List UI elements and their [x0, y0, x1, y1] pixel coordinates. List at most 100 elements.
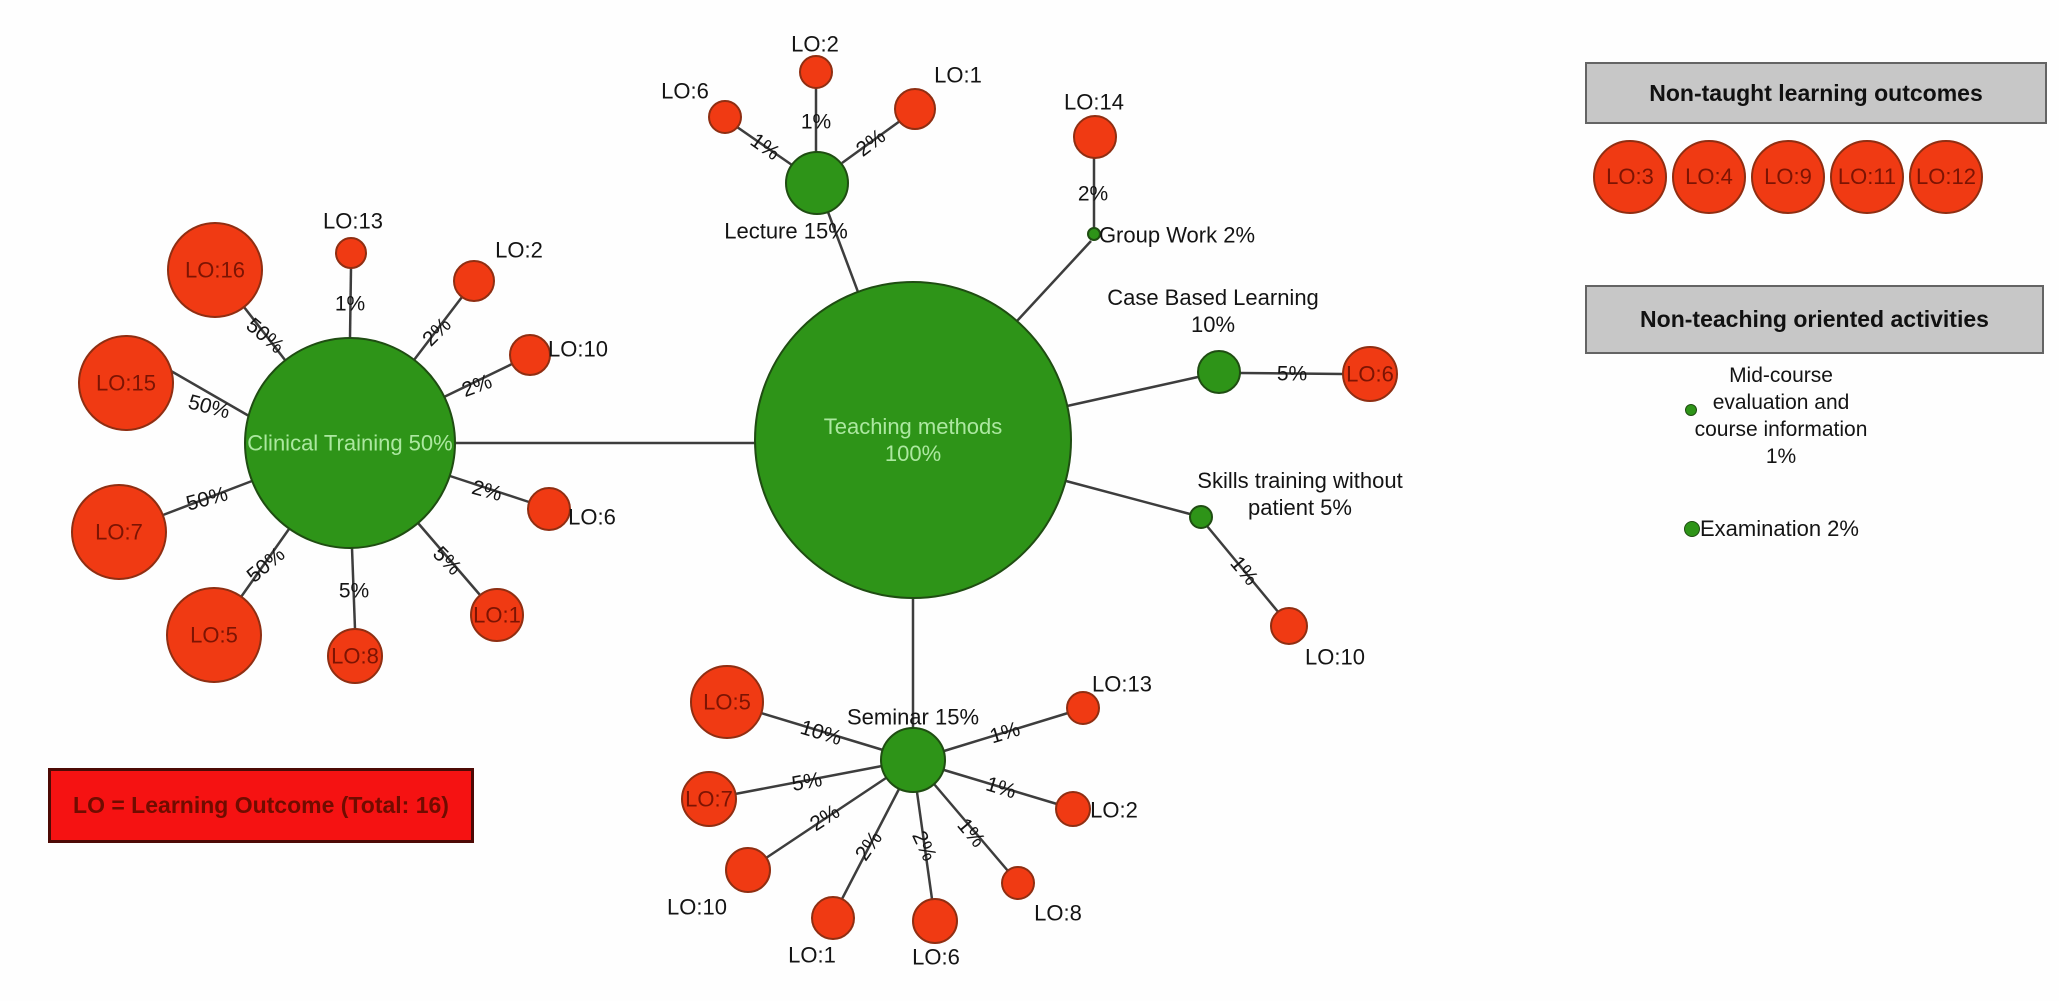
- non-taught-outcome-chip: LO:3: [1593, 140, 1667, 214]
- node-label: Lecture 15%: [724, 219, 848, 244]
- edge-percent-label: 2%: [907, 827, 941, 864]
- outcome-node: [681, 771, 737, 827]
- node-label: LO:13: [323, 209, 383, 234]
- graph-edge: [840, 788, 901, 900]
- non-taught-outcome-list: LO:3 LO:4 LO:9 LO:11 LO:12: [1593, 140, 1988, 214]
- node-label: LO:8: [1034, 901, 1082, 926]
- graph-edge: [1016, 240, 1092, 322]
- node-label: LO:6: [912, 945, 960, 970]
- node-label: LO:13: [1092, 672, 1152, 697]
- node-label: LO:5: [190, 623, 238, 648]
- edge-percent-label: 1%: [801, 111, 831, 134]
- node-label: Seminar 15%: [847, 705, 979, 730]
- node-label: LO:6: [661, 79, 709, 104]
- node-label: Case Based Learning: [1107, 285, 1319, 310]
- node-label: LO:10: [548, 337, 608, 362]
- edge-percent-label: 10%: [798, 716, 845, 750]
- outcome-node: [470, 588, 524, 642]
- graph-edge: [443, 362, 513, 399]
- edge-percent-label: 5%: [428, 542, 466, 580]
- node-label: Clinical Training 50%: [247, 431, 452, 456]
- outcome-node: [690, 665, 764, 739]
- edge-percent-label: 1%: [1225, 552, 1262, 590]
- edge-percent-label: 2%: [806, 800, 844, 836]
- graph-edge: [1066, 375, 1199, 408]
- node-label: LO:10: [667, 895, 727, 920]
- graph-edge: [1065, 479, 1191, 516]
- graph-edge: [826, 211, 860, 293]
- legend-key-box: LO = Learning Outcome (Total: 16): [48, 768, 474, 843]
- outcome-node: [327, 628, 383, 684]
- node-label: Skills training without: [1197, 468, 1402, 493]
- node-label: Group Work 2%: [1099, 223, 1255, 248]
- graph-edge: [1239, 371, 1344, 376]
- method-node: [754, 281, 1072, 599]
- method-node: [1087, 227, 1101, 241]
- non-taught-outcome-chip: LO:4: [1672, 140, 1746, 214]
- method-node: [244, 337, 456, 549]
- non-taught-panel-title: Non-taught learning outcomes: [1649, 79, 1983, 106]
- edge-percent-label: 2%: [851, 827, 887, 865]
- graph-edge: [243, 306, 286, 361]
- graph-edge: [841, 119, 901, 165]
- edge-percent-label: 50%: [243, 543, 290, 588]
- outcome-node: [725, 847, 771, 893]
- node-label: LO:7: [95, 520, 143, 545]
- midcourse-label-line: course information: [1694, 418, 1868, 441]
- graph-edge: [417, 522, 481, 596]
- midcourse-dot: [1685, 404, 1697, 416]
- graph-edge: [734, 764, 883, 796]
- graph-edge: [1206, 525, 1280, 614]
- outcome-node: [1055, 791, 1091, 827]
- graph-edge: [449, 474, 530, 504]
- node-label: LO:1: [473, 603, 521, 628]
- node-label: 100%: [885, 441, 941, 466]
- edge-percent-label: 1%: [983, 773, 1019, 804]
- outcome-node: [71, 484, 167, 580]
- edge-percent-label: 5%: [790, 768, 824, 796]
- method-node: [1189, 505, 1213, 529]
- graph-edge: [170, 369, 250, 418]
- midcourse-label-line: 1%: [1765, 445, 1797, 468]
- outcome-node: [166, 587, 262, 683]
- edge-percent-label: 1%: [952, 814, 989, 852]
- node-label: LO:7: [685, 787, 733, 812]
- node-label: LO:1: [788, 943, 836, 968]
- method-node: [785, 151, 849, 215]
- node-label: LO:2: [1090, 798, 1138, 823]
- node-label: LO:15: [96, 371, 156, 396]
- outcome-node: [708, 100, 742, 134]
- outcome-node: [1270, 607, 1308, 645]
- edge-percent-label: 2%: [1078, 183, 1108, 206]
- node-label: LO:6: [568, 505, 616, 530]
- node-label: LO:2: [495, 238, 543, 263]
- non-teaching-panel-title: Non-teaching oriented activities: [1640, 306, 1989, 332]
- method-node: [880, 727, 946, 793]
- examination-dot: [1684, 521, 1700, 537]
- edge-percent-label: 2%: [852, 125, 890, 162]
- outcome-node: [1073, 115, 1117, 159]
- node-label: LO:1: [934, 63, 982, 88]
- outcome-node: [1001, 866, 1035, 900]
- graph-edge: [933, 783, 1009, 872]
- graph-edge: [760, 711, 884, 752]
- node-label: LO:10: [1305, 645, 1365, 670]
- node-label: LO:14: [1064, 90, 1124, 115]
- edge-percent-label: 50%: [242, 314, 289, 359]
- midcourse-label: Mid-course evaluation and course informati…: [1681, 362, 1881, 470]
- outcome-node: [509, 334, 551, 376]
- edge-percent-label: 2%: [469, 476, 504, 506]
- node-label: Teaching methods: [824, 414, 1003, 439]
- node-label: patient 5%: [1248, 495, 1352, 520]
- midcourse-label-line: Mid-course: [1729, 364, 1833, 387]
- graph-edge: [765, 776, 887, 860]
- outcome-node: [894, 88, 936, 130]
- graph-edge: [413, 296, 463, 361]
- edge-percent-label: 50%: [186, 390, 233, 423]
- graph-edge: [239, 528, 291, 598]
- outcome-node: [1066, 691, 1100, 725]
- outcome-node: [527, 487, 571, 531]
- edge-percent-label: 1%: [335, 293, 365, 316]
